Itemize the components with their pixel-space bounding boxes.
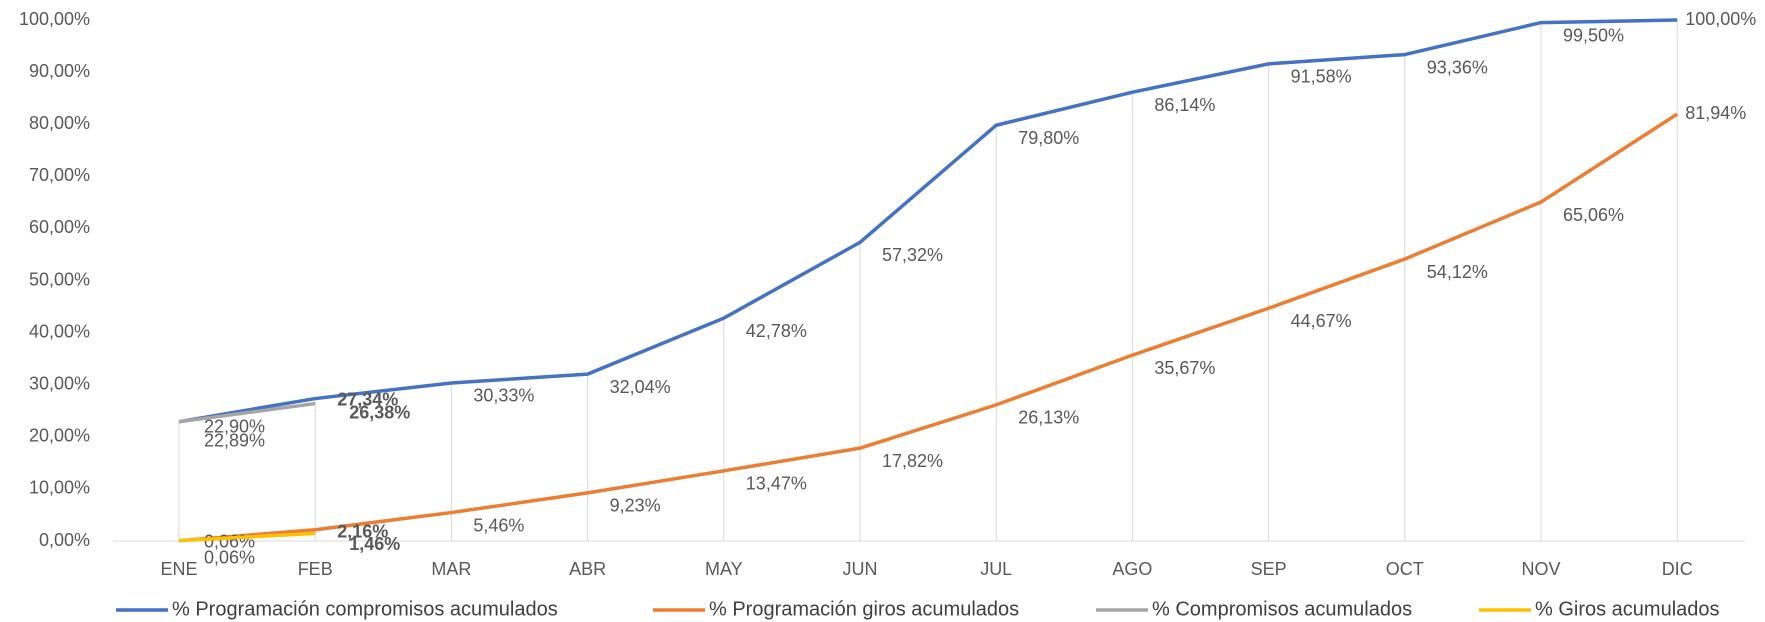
x-tick-label: SEP — [1251, 559, 1287, 579]
x-tick-label: ENE — [160, 559, 197, 579]
y-tick-label: 20,00% — [29, 426, 90, 446]
data-label: 79,80% — [1018, 128, 1079, 148]
data-label: 42,78% — [746, 321, 807, 341]
legend-label: % Programación compromisos acumulados — [172, 598, 558, 620]
series-line — [178, 112, 1679, 543]
data-label: 27,34% — [337, 389, 398, 409]
y-tick-label: 0,00% — [39, 530, 90, 550]
x-tick-label: NOV — [1521, 559, 1560, 579]
data-label: 5,46% — [473, 515, 524, 535]
data-label: 22,89% — [204, 430, 265, 450]
x-tick-label: ABR — [569, 559, 606, 579]
y-tick-label: 70,00% — [29, 165, 90, 185]
legend-label: % Compromisos acumulados — [1152, 598, 1412, 620]
data-label: 1,46% — [349, 534, 400, 554]
x-tick-label: JUL — [980, 559, 1012, 579]
data-label: 26,38% — [349, 402, 410, 422]
x-tick-label: JUN — [843, 559, 878, 579]
data-label: 0,06% — [204, 547, 255, 567]
data-label: 2,16% — [337, 521, 388, 541]
data-label: 81,94% — [1685, 103, 1746, 123]
x-tick-label: FEB — [298, 559, 333, 579]
data-label: 100,00% — [1685, 9, 1756, 29]
data-label: 32,04% — [610, 377, 671, 397]
data-label: 26,13% — [1018, 408, 1079, 428]
y-tick-label: 40,00% — [29, 321, 90, 341]
y-tick-label: 10,00% — [29, 478, 90, 498]
data-label: 30,33% — [473, 386, 534, 406]
series-line — [178, 18, 1678, 424]
data-label: 22,90% — [204, 416, 265, 436]
y-tick-label: 30,00% — [29, 373, 90, 393]
data-label: 13,47% — [746, 474, 807, 494]
y-tick-label: 90,00% — [29, 61, 90, 81]
y-tick-label: 50,00% — [29, 269, 90, 289]
x-tick-label: MAR — [431, 559, 471, 579]
data-label: 44,67% — [1291, 311, 1352, 331]
y-tick-label: 80,00% — [29, 113, 90, 133]
x-tick-label: DIC — [1662, 559, 1693, 579]
legend-label: % Programación giros acumulados — [709, 598, 1019, 620]
x-tick-label: OCT — [1386, 559, 1424, 579]
x-tick-label: AGO — [1112, 559, 1152, 579]
data-label: 57,32% — [882, 245, 943, 265]
series-line — [178, 531, 316, 543]
data-label: 86,14% — [1154, 95, 1215, 115]
data-label: 65,06% — [1563, 205, 1624, 225]
x-tick-label: MAY — [705, 559, 743, 579]
series-line — [178, 401, 316, 424]
data-label: 54,12% — [1427, 262, 1488, 282]
data-label: 91,58% — [1291, 67, 1352, 87]
legend-label: % Giros acumulados — [1535, 598, 1720, 620]
data-label: 93,36% — [1427, 57, 1488, 77]
data-label: 35,67% — [1154, 358, 1215, 378]
data-label: 17,82% — [882, 451, 943, 471]
data-label: 9,23% — [610, 496, 661, 516]
y-tick-label: 60,00% — [29, 217, 90, 237]
y-tick-label: 100,00% — [19, 9, 90, 29]
data-label: 99,50% — [1563, 25, 1624, 45]
